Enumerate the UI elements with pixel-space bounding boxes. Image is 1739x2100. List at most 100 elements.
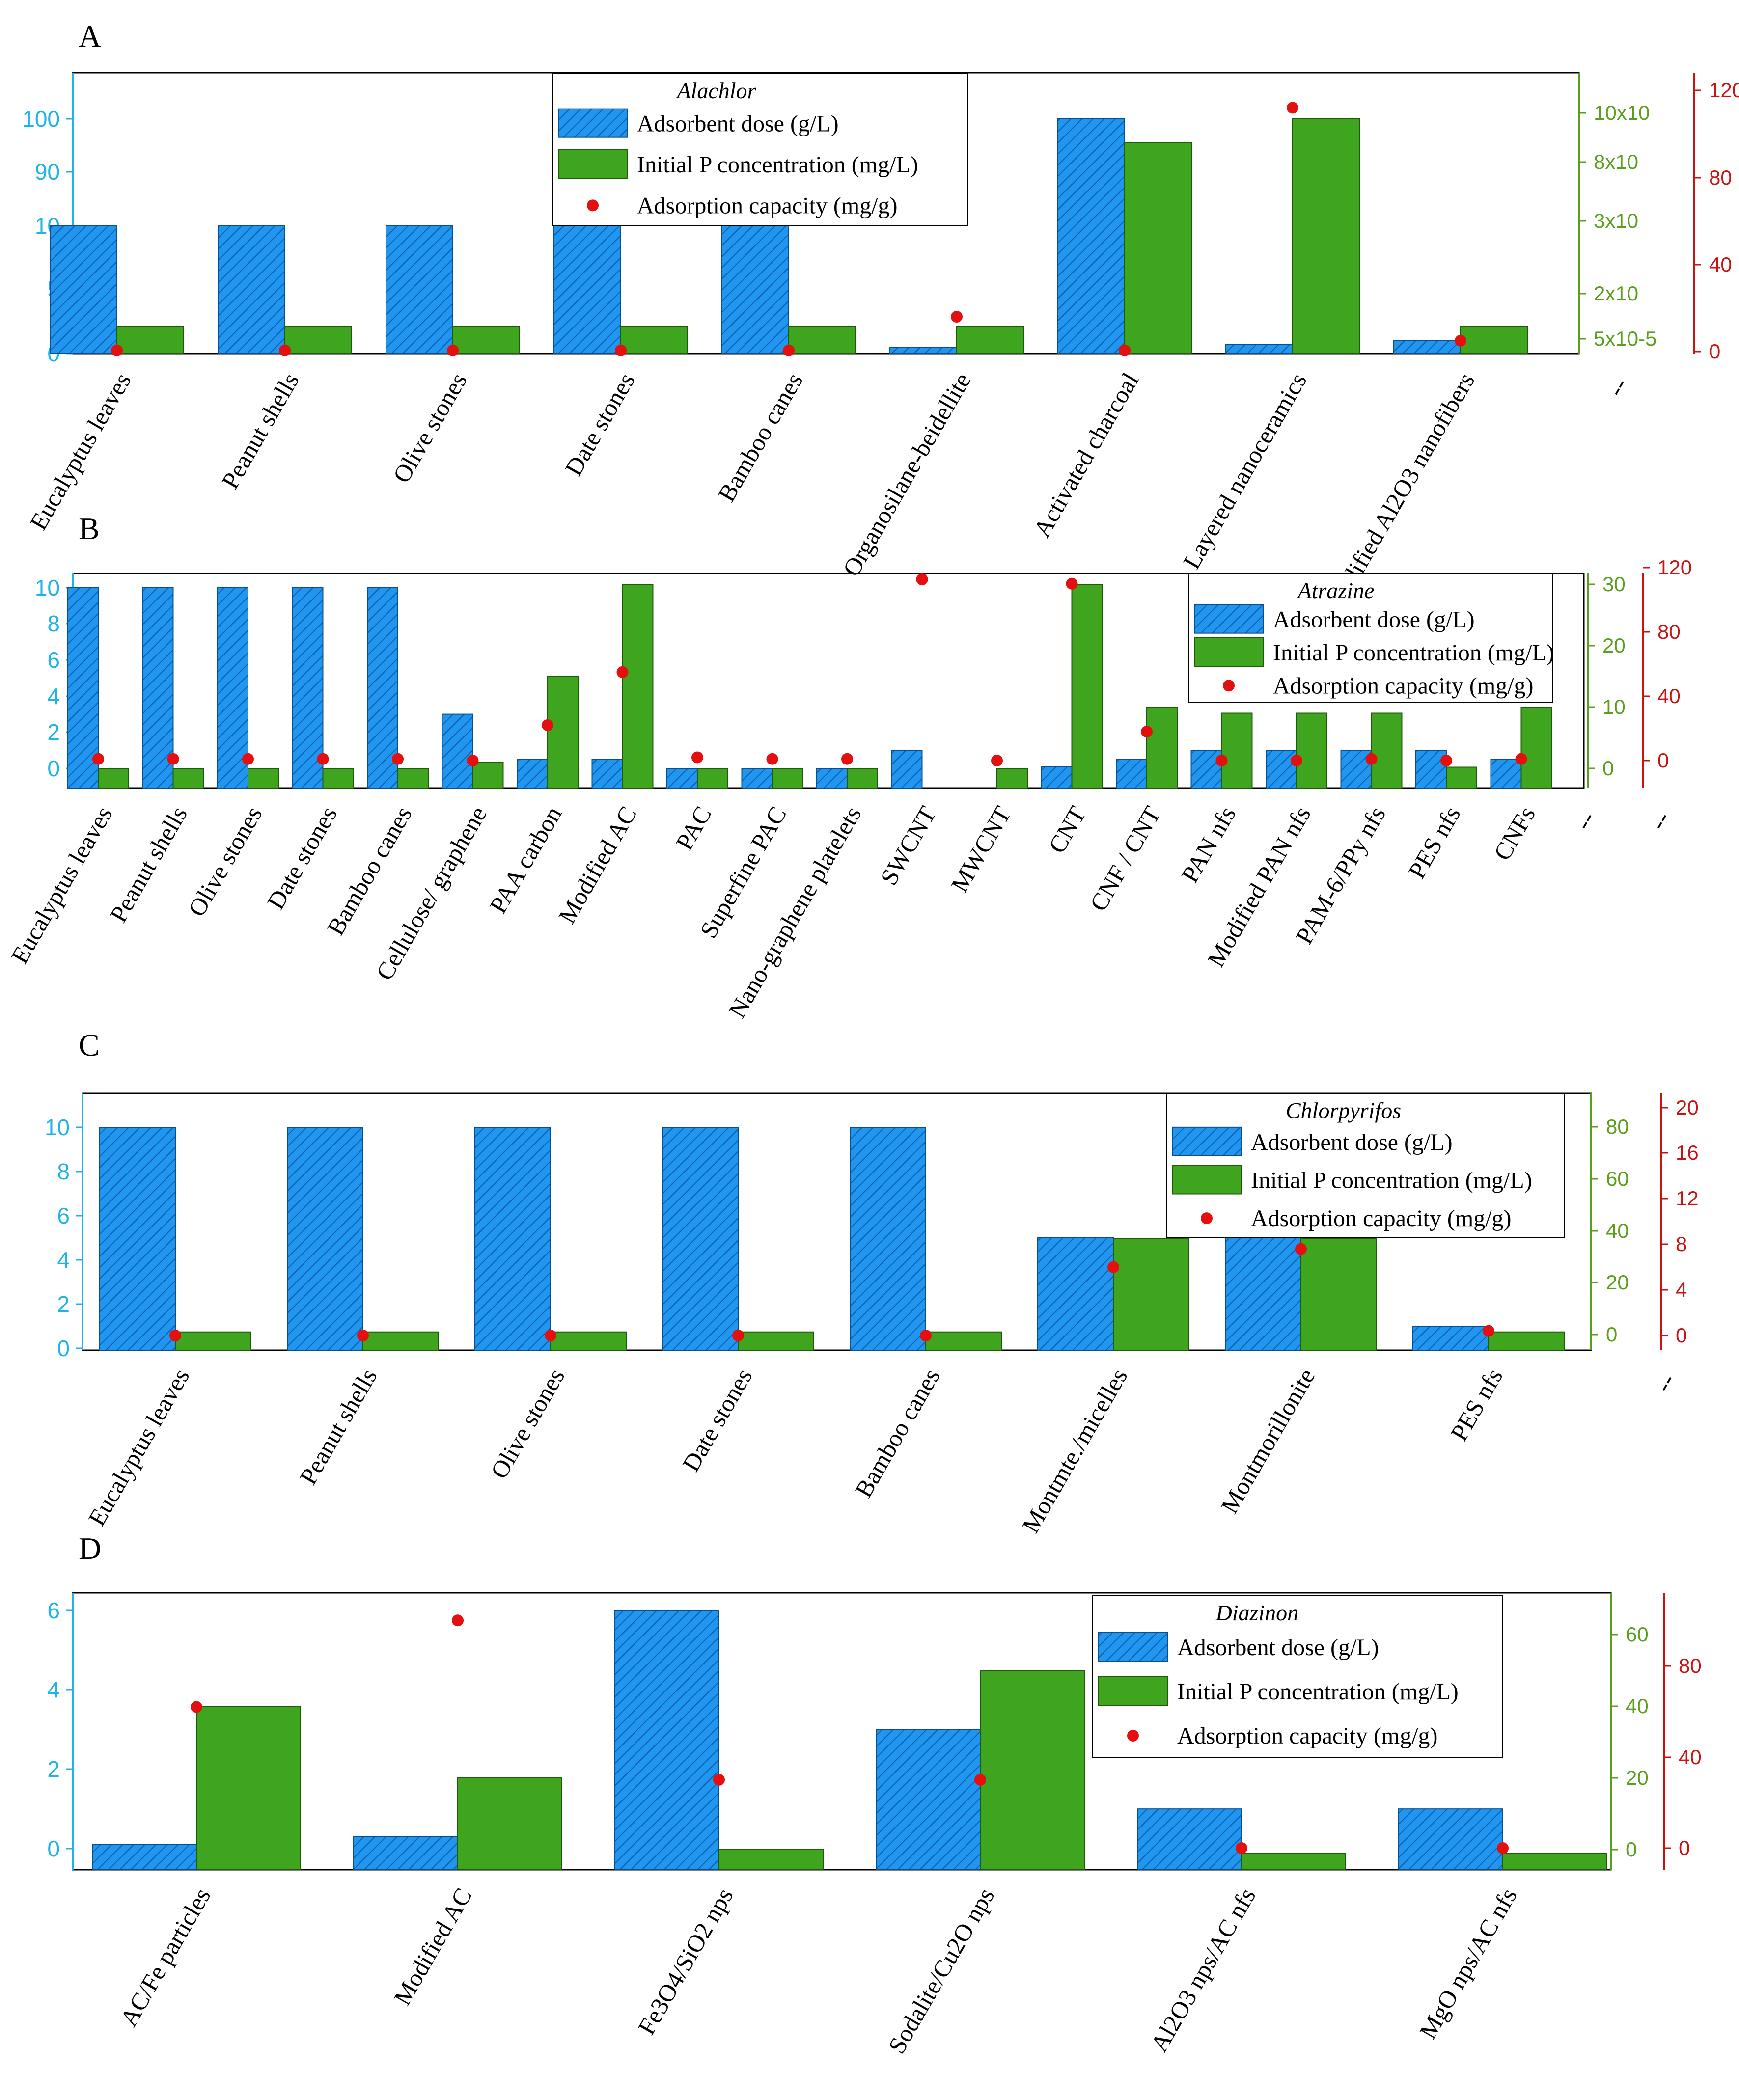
left-tick-label: 0 — [57, 1336, 70, 1361]
capacity-point — [691, 751, 703, 764]
dose-bar — [92, 1844, 197, 1871]
dose-bar — [386, 225, 453, 354]
red-tick-label: 120 — [1657, 556, 1692, 579]
dose-bar — [367, 587, 398, 789]
capacity-point — [447, 344, 459, 356]
capacity-point — [766, 753, 778, 765]
capacity-point — [317, 753, 329, 765]
category-label: Date stones — [677, 1364, 757, 1476]
category-label: Bamboo canes — [713, 368, 808, 507]
green-tick-label: 0 — [1626, 1838, 1637, 1861]
red-tick-label: 20 — [1676, 1096, 1699, 1119]
concentration-bar — [697, 768, 728, 789]
dose-bar — [287, 1127, 363, 1351]
capacity-point — [974, 1773, 986, 1786]
panel-letter: B — [79, 511, 100, 546]
left-tick-label: 100 — [22, 106, 60, 132]
category-label: Eucalyptus leaves — [24, 368, 136, 535]
category-label: Nano-graphene platelets — [723, 802, 866, 1023]
left-tick-label: 2 — [47, 1756, 60, 1782]
capacity-point — [732, 1330, 744, 1341]
dose-bar — [442, 713, 473, 789]
category-label: Olive stones — [485, 1364, 570, 1483]
capacity-point — [467, 755, 479, 766]
green-tick-label: 40 — [1606, 1219, 1629, 1242]
left-tick-label: 6 — [47, 1598, 60, 1623]
red-tick-label: 16 — [1676, 1141, 1699, 1164]
dose-bar — [1393, 340, 1461, 354]
category-label: Peanut shells — [216, 368, 304, 493]
concentration-bar — [1221, 712, 1253, 789]
capacity-point — [1291, 755, 1302, 766]
legend-label: Initial P concentration (mg/L) — [637, 152, 918, 178]
concentration-bar — [175, 1331, 251, 1351]
category-label: CNFs — [1488, 802, 1541, 865]
category-label: -- — [1569, 807, 1601, 835]
concentration-bar — [1113, 1238, 1189, 1351]
category-label: Organosilane-beidellite — [837, 368, 976, 581]
dose-bar — [474, 1127, 551, 1351]
capacity-point — [1455, 334, 1466, 347]
legend-swatch-dose — [1172, 1126, 1242, 1156]
left-tick-label: 10 — [35, 575, 60, 600]
dose-bar — [666, 768, 698, 789]
category-label: MgO nps/AC nfs — [1414, 1883, 1522, 2044]
concentration-bar — [457, 1777, 562, 1870]
left-tick-label: 0 — [47, 756, 60, 781]
left-tick-label: 2 — [57, 1291, 70, 1317]
capacity-point — [1515, 753, 1527, 765]
dose-bar — [1490, 759, 1522, 789]
legend-label: Adsorbent dose (g/L) — [1177, 1635, 1379, 1661]
concentration-bar — [1071, 584, 1103, 789]
category-label: Peanut shells — [104, 802, 193, 927]
dose-bar — [1412, 1326, 1489, 1351]
red-tick-label: 8 — [1676, 1232, 1687, 1255]
dose-bar — [876, 1729, 981, 1870]
left-tick-label: 6 — [57, 1203, 70, 1228]
red-tick-label: 0 — [1676, 1324, 1687, 1347]
capacity-point — [951, 311, 963, 323]
dose-bar — [891, 750, 923, 789]
green-tick-label: 10 — [1602, 695, 1626, 718]
dose-bar — [1116, 759, 1147, 789]
legend-swatch-concentration — [1194, 637, 1264, 667]
legend-title: Alachlor — [676, 78, 757, 103]
concentration-bar — [550, 1331, 627, 1351]
concentration-bar — [472, 762, 504, 789]
legend-label: Adsorption capacity (mg/g) — [637, 192, 898, 218]
category-label: Layered nanoceramics — [1177, 368, 1312, 574]
green-tick-label: 5x10-5 — [1594, 327, 1656, 350]
dose-bar — [1037, 1237, 1114, 1351]
capacity-point — [920, 1330, 932, 1341]
legend-label: Adsorption capacity (mg/g) — [1177, 1723, 1438, 1749]
concentration-bar — [925, 1331, 1002, 1351]
concentration-bar — [1146, 707, 1178, 789]
concentration-bar — [1446, 766, 1477, 789]
legend-swatch-capacity — [1223, 680, 1235, 692]
capacity-point — [1066, 577, 1078, 590]
category-label: SWCNT — [875, 802, 941, 890]
capacity-point — [1287, 102, 1298, 114]
capacity-point — [1365, 753, 1378, 765]
capacity-point — [1236, 1842, 1247, 1854]
category-label: Eucalyptus leaves — [83, 1364, 194, 1530]
red-tick-label: 40 — [1657, 684, 1681, 708]
concentration-bar — [788, 326, 856, 354]
category-label: Peanut shells — [294, 1364, 383, 1489]
capacity-point — [357, 1330, 369, 1341]
legend: Alachlor Adsorbent dose (g/L) Initial P co… — [552, 73, 968, 226]
left-tick-label: 8 — [57, 1159, 70, 1184]
category-label: MWCNT — [945, 802, 1016, 897]
dose-bar — [1190, 750, 1222, 789]
capacity-point — [111, 344, 123, 356]
dose-bar — [67, 587, 99, 789]
capacity-point — [783, 344, 795, 356]
red-tick-label: 80 — [1679, 1654, 1702, 1677]
category-label: CNF / CNT — [1084, 802, 1166, 916]
dose-bar — [1225, 344, 1293, 354]
green-tick-label: 20 — [1626, 1766, 1649, 1789]
capacity-point — [1295, 1243, 1307, 1255]
category-label: Eucalyptus leaves — [5, 802, 117, 968]
left-tick-label: 4 — [47, 683, 60, 709]
capacity-point — [841, 753, 853, 765]
